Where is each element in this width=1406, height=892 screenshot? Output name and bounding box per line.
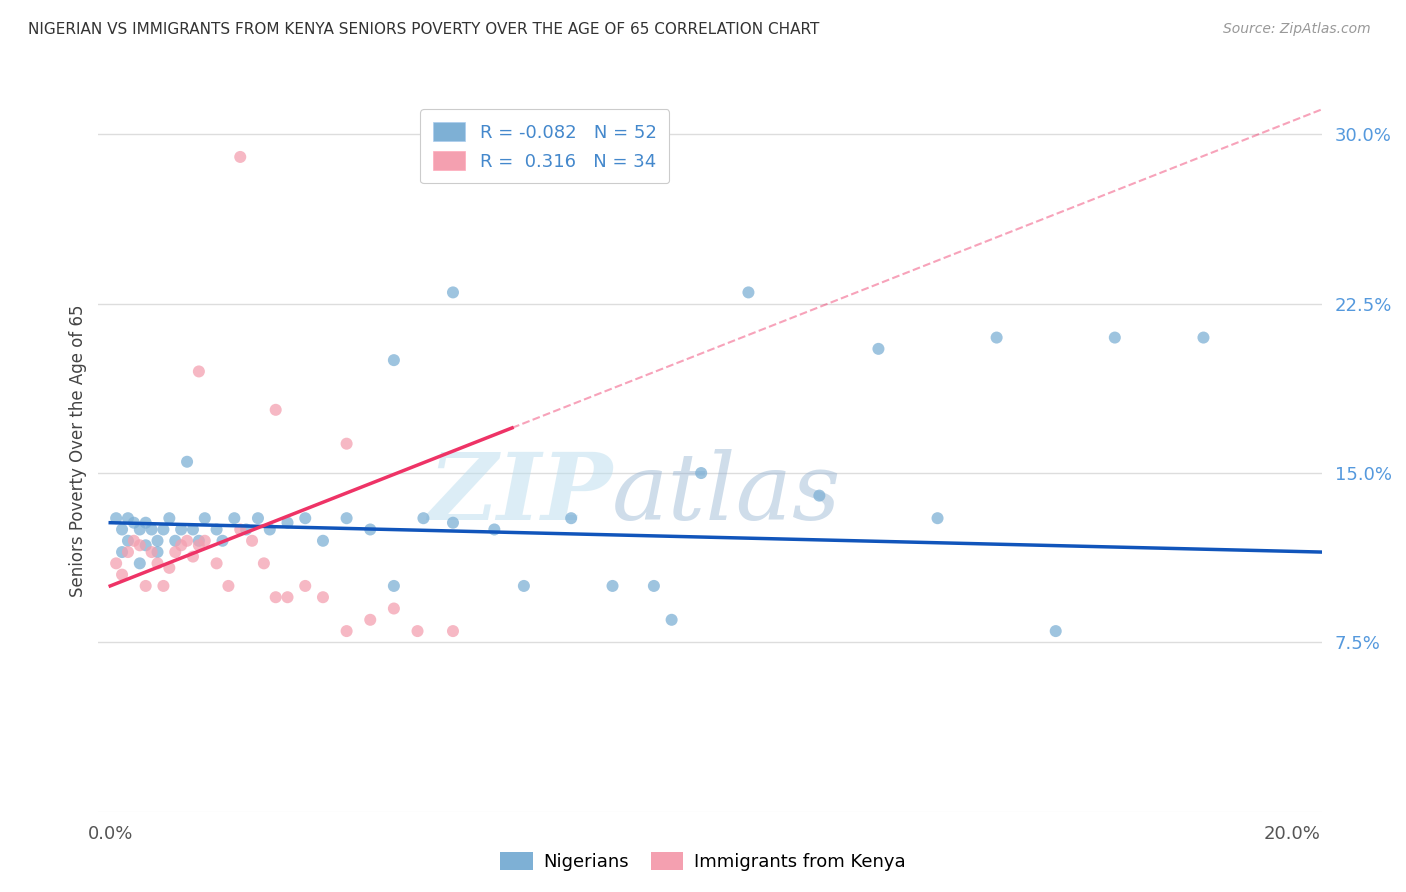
Point bbox=[259, 523, 281, 537]
Point bbox=[146, 533, 169, 548]
Point bbox=[382, 601, 405, 615]
Point bbox=[276, 516, 298, 530]
Point bbox=[224, 511, 246, 525]
Point bbox=[170, 523, 193, 537]
Point bbox=[122, 516, 145, 530]
Point bbox=[560, 511, 582, 525]
Text: atlas: atlas bbox=[612, 449, 842, 539]
Point bbox=[157, 511, 180, 525]
Text: NIGERIAN VS IMMIGRANTS FROM KENYA SENIORS POVERTY OVER THE AGE OF 65 CORRELATION: NIGERIAN VS IMMIGRANTS FROM KENYA SENIOR… bbox=[28, 22, 820, 37]
Point bbox=[441, 285, 464, 300]
Point bbox=[135, 538, 157, 552]
Point bbox=[117, 533, 139, 548]
Point bbox=[165, 533, 187, 548]
Point bbox=[264, 591, 287, 605]
Point bbox=[128, 557, 150, 571]
Point bbox=[235, 523, 257, 537]
Point bbox=[602, 579, 624, 593]
Point bbox=[176, 455, 198, 469]
Point bbox=[253, 557, 276, 571]
Point bbox=[927, 511, 949, 525]
Point bbox=[382, 579, 405, 593]
Point bbox=[336, 511, 359, 525]
Point bbox=[111, 523, 134, 537]
Point bbox=[276, 591, 298, 605]
Point bbox=[661, 613, 683, 627]
Point bbox=[205, 557, 228, 571]
Point bbox=[868, 342, 890, 356]
Point bbox=[229, 523, 252, 537]
Point bbox=[406, 624, 429, 639]
Point bbox=[359, 523, 381, 537]
Point bbox=[165, 545, 187, 559]
Point bbox=[484, 523, 506, 537]
Point bbox=[117, 511, 139, 525]
Point bbox=[229, 150, 252, 164]
Point bbox=[513, 579, 536, 593]
Point bbox=[441, 516, 464, 530]
Point bbox=[246, 511, 269, 525]
Point bbox=[336, 624, 359, 639]
Point bbox=[737, 285, 759, 300]
Point bbox=[111, 567, 134, 582]
Point bbox=[135, 516, 157, 530]
Point bbox=[808, 489, 831, 503]
Point bbox=[141, 545, 163, 559]
Point bbox=[128, 538, 150, 552]
Point bbox=[122, 533, 145, 548]
Point bbox=[135, 579, 157, 593]
Point bbox=[152, 523, 174, 537]
Point bbox=[986, 330, 1008, 344]
Point bbox=[217, 579, 239, 593]
Point bbox=[1104, 330, 1126, 344]
Point bbox=[146, 545, 169, 559]
Text: Source: ZipAtlas.com: Source: ZipAtlas.com bbox=[1223, 22, 1371, 37]
Point bbox=[312, 533, 335, 548]
Point bbox=[240, 533, 263, 548]
Point bbox=[211, 533, 233, 548]
Point bbox=[187, 364, 209, 378]
Point bbox=[359, 613, 381, 627]
Point bbox=[194, 511, 217, 525]
Point bbox=[294, 579, 316, 593]
Point bbox=[141, 523, 163, 537]
Point bbox=[643, 579, 665, 593]
Point bbox=[264, 402, 287, 417]
Legend: Nigerians, Immigrants from Kenya: Nigerians, Immigrants from Kenya bbox=[494, 845, 912, 879]
Point bbox=[152, 579, 174, 593]
Point bbox=[690, 466, 713, 480]
Point bbox=[176, 533, 198, 548]
Point bbox=[128, 523, 150, 537]
Point bbox=[294, 511, 316, 525]
Point bbox=[194, 533, 217, 548]
Point bbox=[105, 511, 128, 525]
Point bbox=[187, 533, 209, 548]
Y-axis label: Seniors Poverty Over the Age of 65: Seniors Poverty Over the Age of 65 bbox=[69, 304, 87, 597]
Point bbox=[111, 545, 134, 559]
Point bbox=[146, 557, 169, 571]
Point bbox=[412, 511, 434, 525]
Point bbox=[205, 523, 228, 537]
Point bbox=[181, 523, 204, 537]
Point bbox=[441, 624, 464, 639]
Point bbox=[382, 353, 405, 368]
Point bbox=[312, 591, 335, 605]
Point bbox=[170, 538, 193, 552]
Text: ZIP: ZIP bbox=[427, 449, 612, 539]
Point bbox=[336, 436, 359, 450]
Point bbox=[187, 538, 209, 552]
Point bbox=[181, 549, 204, 564]
Point bbox=[117, 545, 139, 559]
Legend: R = -0.082   N = 52, R =  0.316   N = 34: R = -0.082 N = 52, R = 0.316 N = 34 bbox=[420, 109, 669, 183]
Point bbox=[1045, 624, 1067, 639]
Point bbox=[157, 561, 180, 575]
Point bbox=[1192, 330, 1215, 344]
Point bbox=[105, 557, 128, 571]
